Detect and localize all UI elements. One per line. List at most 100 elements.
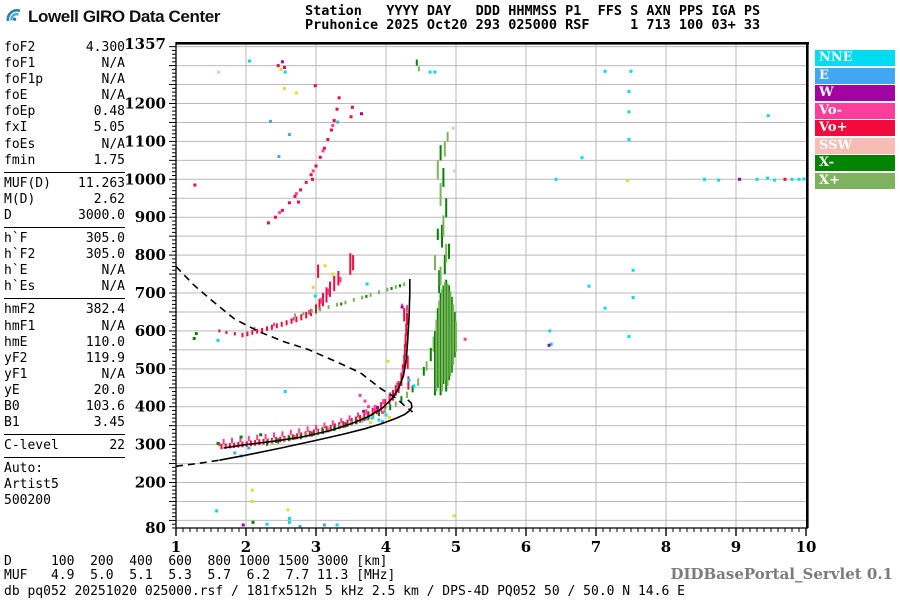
divider [4, 298, 125, 300]
parameter-label: C-level [4, 438, 59, 454]
parameter-row-ye: yE 20.0 [4, 383, 125, 399]
station-header: Station YYYY DAY DDD HHMMSS P1 FFS S AXN… [305, 4, 760, 32]
parameter-label: h`Es [4, 279, 36, 295]
parameter-row-b1: B1 3.45 [4, 415, 125, 431]
parameter-row-fof2: foF2 4.300 [4, 40, 125, 56]
parameter-label: h`E [4, 263, 28, 279]
series-x-plus-trace [271, 336, 435, 445]
parameter-row-hes: h`Es N/A [4, 279, 125, 295]
parameter-row-hf2: h`F2 305.0 [4, 247, 125, 263]
y-tick-label: 200 [135, 474, 166, 492]
parameter-label: fmin [4, 152, 36, 168]
x-tick-label: 4 [381, 538, 391, 556]
x-tick-label: 3 [311, 538, 321, 556]
parameter-label: foEp [4, 104, 36, 120]
parameter-value: 382.4 [85, 302, 125, 318]
parameter-value: 110.0 [85, 334, 125, 350]
series-noise-green [192, 332, 263, 524]
plot-gridlines [176, 44, 806, 528]
parameter-row-hf: h`F 305.0 [4, 231, 125, 247]
parameter-row-clevel: C-level 22 [4, 438, 125, 454]
y-tick-label: 1357 [124, 35, 166, 53]
autoscaling-info-line: 500200 [4, 493, 51, 509]
parameter-value: 4.300 [85, 40, 125, 55]
x-tick-label: 5 [451, 538, 461, 556]
parameter-label: yE [4, 382, 20, 398]
parameter-value: 3000.0 [78, 207, 125, 223]
plot-axes: 1 2 3 4 5 6 7 8 9 10 1357 1200 1100 1000 900 800 700 600 5… [124, 35, 816, 556]
giro-logo: Lowell GIRO Data Center [6, 5, 220, 29]
legend-item-vo: Vo+ [815, 120, 895, 136]
y-tick-label: 300 [135, 436, 166, 454]
y-tick-label: 1000 [124, 170, 166, 188]
divider [4, 227, 125, 229]
parameter-label: foE [4, 88, 28, 104]
curve-true-height-profile [219, 399, 413, 461]
parameter-value: N/A [101, 136, 125, 152]
y-tick-label: 900 [135, 208, 166, 226]
parameter-row-b0: B0 103.6 [4, 399, 125, 415]
series-vo-plus-trace [220, 308, 410, 450]
autoscaling-info-line: Auto: [4, 461, 44, 477]
legend-item-nne: NNE [815, 50, 895, 66]
curve-o-trace-model [223, 279, 411, 449]
parameter-label: yF1 [4, 366, 28, 382]
measurement-info-line: db pq052 20251020 025000.rsf / 181fx512h… [4, 584, 685, 599]
parameter-value: N/A [101, 279, 125, 295]
muf-table: D 100 200 400 600 800 1000 1500 3000 [km… [4, 555, 395, 583]
parameter-label: B0 [4, 398, 20, 414]
parameter-value: N/A [101, 318, 125, 334]
divider [4, 457, 125, 459]
parameter-value: 1.75 [93, 152, 125, 168]
parameter-row-he: h`E N/A [4, 263, 125, 279]
parameter-value: 3.45 [93, 415, 125, 431]
parameter-row-foep: foEp 0.48 [4, 104, 125, 120]
curve-profile-dashed-tail [175, 459, 220, 467]
parameter-label: h`F2 [4, 247, 36, 263]
parameter-value: 2.62 [93, 191, 125, 207]
servlet-version-label: DIDBasePortal_Servlet 0.1 [670, 565, 893, 583]
parameter-value: 305.0 [85, 247, 125, 263]
y-tick-label: 700 [135, 284, 166, 302]
legend-item-x: X- [815, 155, 895, 171]
parameter-label: hmF1 [4, 318, 36, 334]
x-tick-label: 6 [521, 538, 531, 556]
series-e-scatter [233, 119, 384, 528]
series-ssw-scatter [217, 70, 457, 173]
series-vo-plus-second-hop [218, 253, 355, 338]
autoscaling-info-line: Artist5 [4, 477, 59, 493]
parameter-value: N/A [101, 56, 125, 72]
logo-title: Lowell GIRO Data Center [28, 7, 221, 26]
plot-data [192, 59, 806, 528]
parameter-value: 103.6 [85, 398, 125, 414]
parameter-row-fof1: foF1 N/A [4, 56, 125, 72]
parameter-value: N/A [101, 72, 125, 88]
parameter-value: 5.05 [93, 120, 125, 136]
legend-item-x: X+ [815, 172, 895, 189]
parameter-row-hmf1: hmF1 N/A [4, 319, 125, 335]
parameter-label: MUF(D) [4, 175, 51, 191]
y-tick-label: 500 [135, 360, 166, 378]
parameter-label: foF1 [4, 56, 36, 72]
parameter-label: D [4, 207, 12, 223]
parameter-label: hmE [4, 334, 28, 350]
y-tick-label: 600 [135, 322, 166, 340]
legend-item-w: W [815, 85, 895, 101]
station-header-columns: Station YYYY DAY DDD HHMMSS P1 FFS S AXN… [305, 3, 761, 19]
parameter-row-hme: hmE 110.0 [4, 335, 125, 351]
series-vo-minus-scatter [278, 123, 467, 414]
parameter-value: 119.9 [85, 350, 125, 366]
parameter-value: 11.263 [78, 175, 125, 191]
parameter-row-yf1: yF1 N/A [4, 367, 125, 383]
divider [4, 171, 125, 173]
curve-muf-transmission-curve [175, 265, 414, 413]
series-vo-minus-second-hop [253, 277, 342, 331]
parameter-label: h`F [4, 231, 28, 247]
parameter-label: hmF2 [4, 302, 36, 318]
parameter-row-foe: foE N/A [4, 88, 125, 104]
parameter-label: foF1p [4, 72, 44, 88]
y-tick-label: 1200 [124, 95, 166, 113]
legend-item-ssw: SSW [815, 137, 895, 154]
divider [4, 434, 125, 436]
